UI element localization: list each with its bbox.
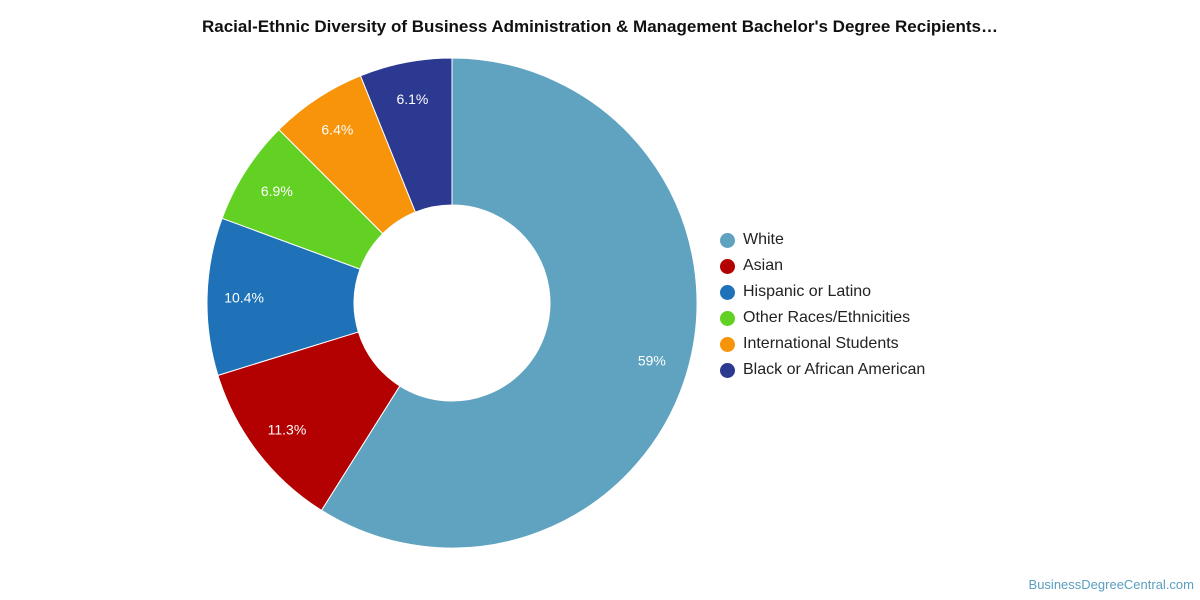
slice-label-international-students: 6.4% [321, 121, 353, 137]
legend-item-asian[interactable]: Asian [720, 253, 925, 279]
legend-label: White [743, 231, 784, 248]
legend-item-black-or-african-american[interactable]: Black or African American [720, 357, 925, 383]
slice-label-black-or-african-american: 6.1% [396, 91, 428, 107]
legend-item-white[interactable]: White [720, 227, 925, 253]
pie-slice-labels: 59% 11.3% 10.4% 6.9% 6.4% 6.1% [224, 91, 666, 438]
legend-swatch [720, 362, 735, 378]
legend-label: International Students [743, 335, 899, 352]
slice-asian [217, 331, 401, 512]
pie-slices [206, 57, 698, 549]
legend-item-international-students[interactable]: International Students [720, 331, 925, 357]
legend-swatch [720, 310, 735, 326]
legend-label: Hispanic or Latino [743, 283, 872, 300]
slice-label-hispanic-or-latino: 10.4% [224, 289, 264, 305]
slice-hispanic-or-latino [206, 217, 361, 376]
slice-white [320, 57, 698, 549]
legend-swatch [720, 258, 735, 274]
legend-swatch [720, 232, 735, 248]
slice-label-white: 59% [638, 353, 666, 369]
chart-title: Racial-Ethnic Diversity of Business Admi… [201, 17, 998, 36]
legend-label: Asian [743, 257, 784, 274]
slice-label-asian: 11.3% [268, 422, 307, 438]
slice-black-or-african-american [359, 57, 453, 213]
watermark: BusinessDegreeCentral.com [1028, 577, 1194, 592]
legend-item-other-races-ethnicities[interactable]: Other Races/Ethnicities [720, 305, 925, 331]
legend-swatch [720, 336, 735, 352]
chart-legend: White Asian Hispanic or Latino Other Races/… [720, 227, 925, 383]
legend-item-hispanic-or-latino[interactable]: Hispanic or Latino [720, 279, 925, 305]
legend-label: Other Races/Ethnicities [743, 309, 911, 326]
slice-label-other-races-ethnicities: 6.9% [261, 183, 293, 199]
legend-label: Black or African American [743, 361, 926, 378]
legend-swatch [720, 284, 735, 300]
